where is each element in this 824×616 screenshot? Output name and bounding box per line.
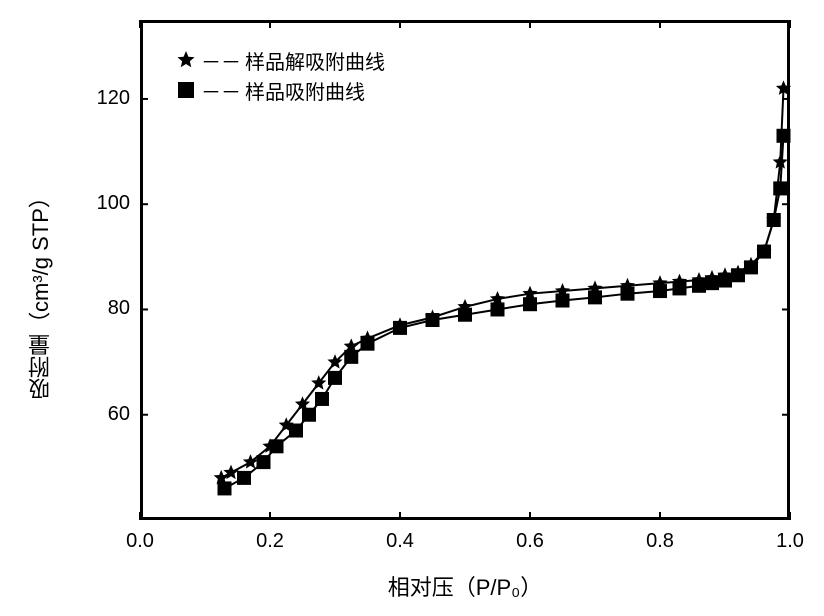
legend-item: －－样品吸附曲线: [175, 75, 385, 105]
legend-label: 样品解吸附曲线: [245, 46, 385, 75]
legend-label: 样品吸附曲线: [245, 76, 365, 105]
chart-container: 吸附量（cm³/g STP） 相对压（P/P₀） 6080100120 0.00…: [0, 0, 824, 616]
legend-dash: －－: [201, 76, 241, 105]
chart-svg: [0, 0, 824, 616]
legend: －－样品解吸附曲线－－样品吸附曲线: [175, 45, 385, 105]
legend-dash: －－: [201, 46, 241, 75]
legend-item: －－样品解吸附曲线: [175, 45, 385, 75]
